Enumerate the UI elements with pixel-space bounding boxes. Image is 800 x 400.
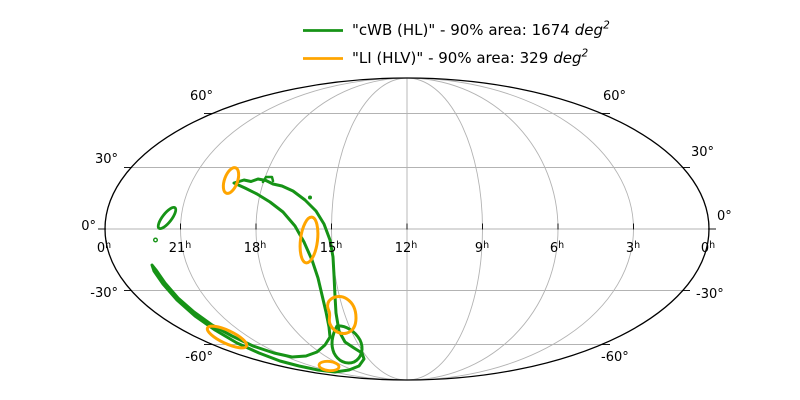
ra-label-21h: 21h — [169, 240, 192, 256]
ra-label-12h: 12h — [395, 240, 418, 256]
cwb-edge-nub — [261, 175, 275, 184]
dec-label-left-30s: -30° — [90, 286, 118, 301]
li-island-equator — [298, 215, 320, 265]
ra-label-6h: 6h — [550, 240, 564, 256]
li-island-north — [221, 166, 241, 195]
dec-label-left-0: 0° — [81, 219, 96, 234]
dec-labels-left: 60° 30° 0° -30° -60° — [81, 89, 213, 365]
legend-label-cwb: "cWB (HL)" - 90% area: 1674 deg2 — [352, 20, 610, 40]
dec-label-left-30n: 30° — [95, 152, 118, 167]
dec-label-left-60n: 60° — [190, 89, 213, 104]
dec-label-right-30s: -30° — [696, 287, 724, 302]
cwb-hl-contour — [150, 175, 366, 374]
cwb-small-island-contour — [156, 205, 178, 231]
cwb-edge-dot — [308, 195, 312, 200]
equator-ticks — [104, 223, 710, 230]
dec-label-right-60s: -60° — [601, 350, 629, 365]
ra-label-15h: 15h — [320, 240, 343, 256]
li-island-mid-south — [326, 295, 358, 335]
dec-label-right-60n: 60° — [603, 89, 626, 104]
legend: "cWB (HL)" - 90% area: 1674 deg2 "LI (HLV… — [303, 20, 610, 68]
cwb-hook-finger-contour — [330, 324, 364, 365]
dec-label-right-0: 0° — [717, 209, 732, 224]
ra-label-3h: 3h — [626, 240, 640, 256]
cwb-tiny-dot-contour — [152, 237, 158, 243]
li-island-bottom — [317, 359, 341, 373]
ra-labels: 0h 21h 18h 15h 12h 9h 6h 3h 0h — [97, 240, 715, 256]
dec-labels-right: 60° 30° 0° -30° -60° — [601, 89, 732, 365]
legend-label-li: "LI (HLV)" - 90% area: 329 deg2 — [352, 48, 589, 68]
dec-label-left-60s: -60° — [185, 350, 213, 365]
cwb-main-banana-contour — [150, 177, 366, 374]
ra-label-0h-right: 0h — [701, 240, 715, 256]
ra-label-0h-left: 0h — [97, 240, 111, 256]
declination-ticks — [98, 113, 716, 345]
li-island-southwest — [205, 324, 249, 350]
ra-label-18h: 18h — [244, 240, 267, 256]
li-hlv-contour — [205, 166, 358, 373]
dec-label-right-30n: 30° — [691, 145, 714, 160]
ra-label-9h: 9h — [475, 240, 489, 256]
